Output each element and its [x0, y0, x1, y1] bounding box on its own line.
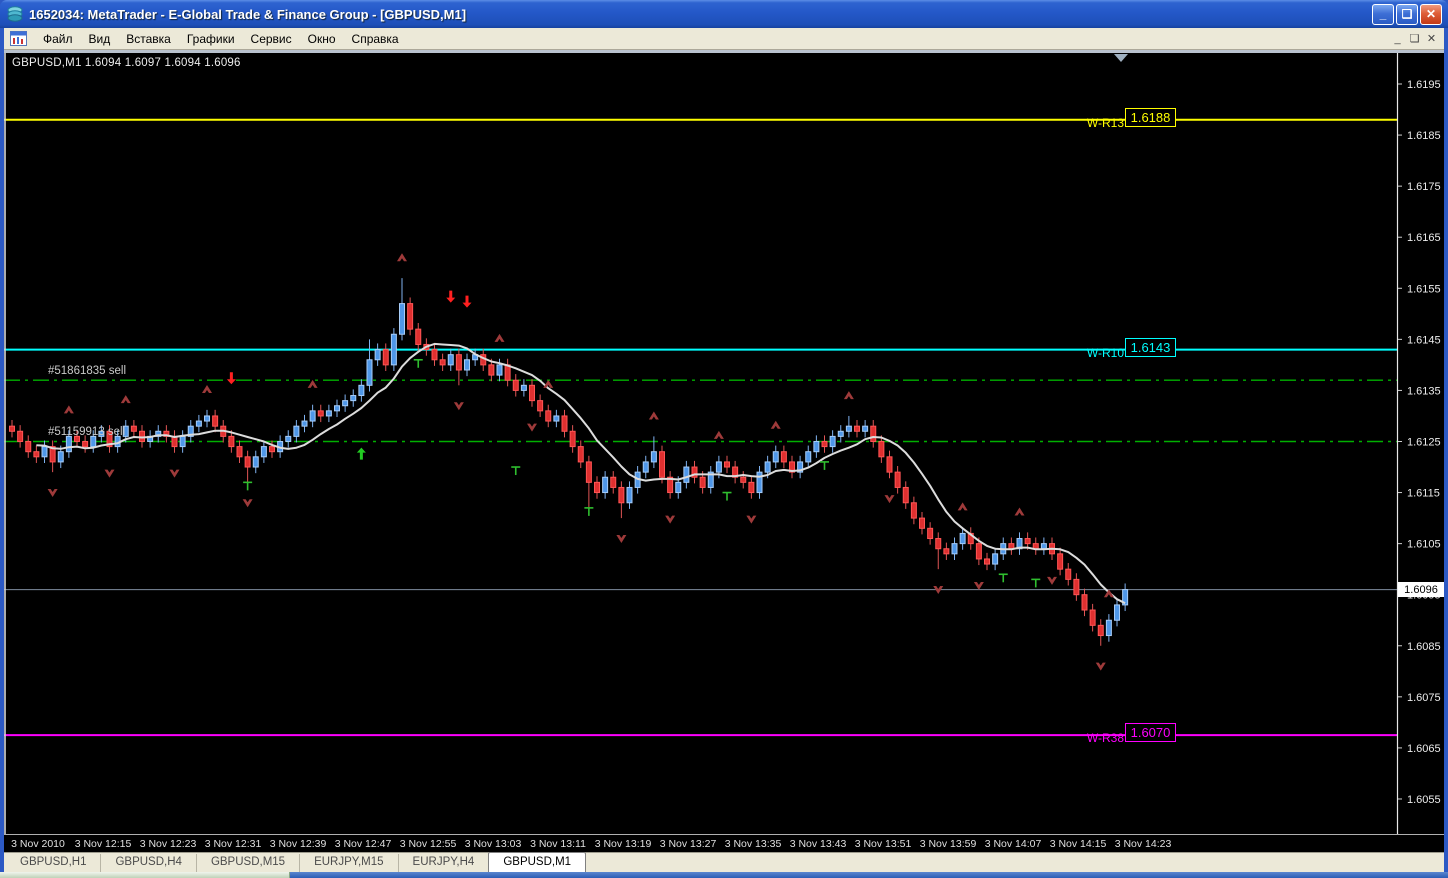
maximize-button[interactable]: ❏ — [1396, 3, 1418, 25]
tab-gbpusd-m1[interactable]: GBPUSD,M1 — [488, 852, 587, 872]
mdi-close-button[interactable]: ✕ — [1426, 33, 1437, 45]
tab-gbpusd-h4[interactable]: GBPUSD,H4 — [100, 854, 195, 872]
svg-text:3 Nov 2010: 3 Nov 2010 — [11, 838, 65, 850]
menu-view[interactable]: Вид — [88, 31, 111, 46]
scrollbar-thumb[interactable] — [0, 872, 290, 878]
tab-gbpusd-h1[interactable]: GBPUSD,H1 — [20, 856, 87, 868]
svg-text:3 Nov 13:19: 3 Nov 13:19 — [595, 838, 652, 850]
level-price-box-wr10[interactable]: 1.6143 — [1125, 338, 1176, 357]
svg-text:1.6075: 1.6075 — [1407, 692, 1441, 704]
svg-text:1.6155: 1.6155 — [1407, 283, 1441, 295]
svg-text:1.6085: 1.6085 — [1407, 641, 1441, 653]
chart-area: 1.6195 1.6185 1.6175 1.6165 1.6155 1.6145 1.61… — [4, 50, 1444, 852]
svg-text:3 Nov 12:55: 3 Nov 12:55 — [400, 838, 457, 850]
svg-text:3 Nov 14:23: 3 Nov 14:23 — [1115, 838, 1172, 850]
order-label-51159913: #51159913 sell — [48, 426, 126, 438]
svg-text:1.6055: 1.6055 — [1407, 794, 1441, 806]
menu-window[interactable]: Окно — [307, 31, 336, 46]
chart-canvas[interactable]: 1.6195 1.6185 1.6175 1.6165 1.6155 1.6145 1.61… — [4, 50, 1444, 852]
chart-window-icon — [10, 31, 27, 46]
level-label-wr13: W-R13 — [1086, 116, 1124, 130]
menu-insert[interactable]: Вставка — [126, 31, 171, 46]
svg-text:3 Nov 12:31: 3 Nov 12:31 — [205, 838, 262, 850]
svg-text:1.6175: 1.6175 — [1407, 181, 1441, 193]
level-label-wr10: W-R10 — [1086, 346, 1124, 360]
order-label-51861835: #51861835 sell — [48, 365, 127, 377]
mdi-minimize-button[interactable]: _ — [1394, 32, 1401, 45]
svg-text:1.6115: 1.6115 — [1407, 488, 1440, 500]
svg-text:3 Nov 13:59: 3 Nov 13:59 — [920, 838, 977, 850]
svg-text:3 Nov 12:39: 3 Nov 12:39 — [270, 838, 327, 850]
level-price-box-wr13[interactable]: 1.6188 — [1125, 108, 1176, 127]
svg-text:3 Nov 12:47: 3 Nov 12:47 — [335, 838, 392, 850]
level-price-box-wr38[interactable]: 1.6070 — [1125, 723, 1176, 742]
svg-text:3 Nov 13:03: 3 Nov 13:03 — [465, 838, 522, 850]
scrollbar-track[interactable] — [290, 872, 1448, 878]
current-price-box: 1.6096 — [1398, 582, 1444, 597]
menu-file[interactable]: Файл — [43, 31, 73, 46]
minimize-button[interactable]: _ — [1372, 3, 1394, 25]
level-label-wr38: W-R38 — [1086, 731, 1124, 745]
svg-text:1.6065: 1.6065 — [1407, 743, 1441, 755]
svg-text:1.6135: 1.6135 — [1407, 385, 1441, 397]
close-button[interactable]: ✕ — [1420, 3, 1442, 25]
svg-text:3 Nov 13:35: 3 Nov 13:35 — [725, 838, 782, 850]
svg-text:3 Nov 13:11: 3 Nov 13:11 — [530, 838, 586, 850]
svg-text:1.6145: 1.6145 — [1407, 334, 1441, 346]
app-icon — [7, 6, 23, 22]
chart-tabs-bar: GBPUSD,H1 GBPUSD,H4 GBPUSD,M15 EURJPY,M1… — [4, 852, 1444, 872]
svg-text:3 Nov 13:43: 3 Nov 13:43 — [790, 838, 847, 850]
tab-gbpusd-m15[interactable]: GBPUSD,M15 — [195, 854, 299, 872]
svg-text:1.6165: 1.6165 — [1407, 232, 1441, 244]
svg-text:3 Nov 12:23: 3 Nov 12:23 — [140, 838, 197, 850]
svg-text:1.6195: 1.6195 — [1407, 79, 1441, 91]
tab-eurjpy-h4[interactable]: EURJPY,H4 — [397, 854, 489, 872]
tab-eurjpy-m15[interactable]: EURJPY,M15 — [299, 854, 397, 872]
svg-text:1.6125: 1.6125 — [1407, 436, 1441, 448]
window-title: 1652034: MetaTrader - E-Global Trade & F… — [29, 6, 467, 22]
ohlc-info: GBPUSD,M1 1.6094 1.6097 1.6094 1.6096 — [12, 57, 241, 69]
svg-text:1.6105: 1.6105 — [1407, 539, 1441, 551]
svg-text:3 Nov 14:07: 3 Nov 14:07 — [985, 838, 1042, 850]
svg-text:1.6185: 1.6185 — [1407, 130, 1441, 142]
svg-text:3 Nov 14:15: 3 Nov 14:15 — [1050, 838, 1107, 850]
bottom-scrollbar — [0, 872, 1448, 878]
title-bar[interactable]: 1652034: MetaTrader - E-Global Trade & F… — [0, 0, 1448, 28]
menu-charts[interactable]: Графики — [186, 31, 235, 46]
menu-bar: Файл Вид Вставка Графики Сервис Окно Спр… — [4, 28, 1444, 50]
svg-text:3 Nov 12:15: 3 Nov 12:15 — [75, 838, 132, 850]
menu-service[interactable]: Сервис — [250, 31, 292, 46]
menu-help[interactable]: Справка — [351, 31, 399, 46]
svg-text:3 Nov 13:51: 3 Nov 13:51 — [855, 838, 912, 850]
mdi-restore-button[interactable]: ❏ — [1409, 33, 1420, 45]
svg-text:3 Nov 13:27: 3 Nov 13:27 — [660, 838, 717, 850]
